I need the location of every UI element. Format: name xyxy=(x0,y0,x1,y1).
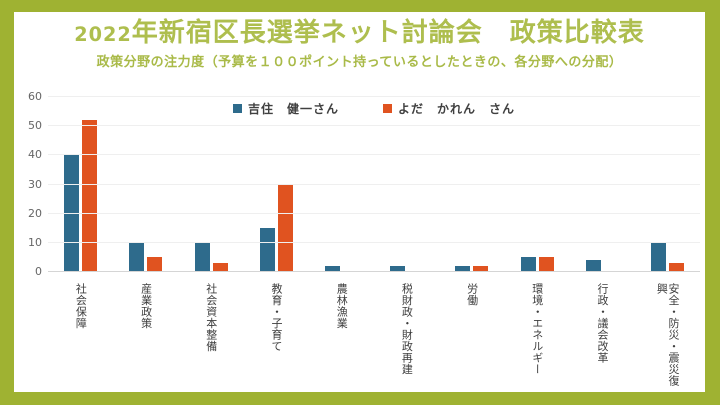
category-slot-9: 行政・議会改革 xyxy=(570,283,635,389)
bar-yoshizumi-5 xyxy=(324,266,340,272)
bar-yoda-3 xyxy=(212,263,228,272)
category-slot-7: 労働 xyxy=(439,283,504,389)
bar-group-4 xyxy=(244,184,309,272)
category-label-6: 税財政・財政再建 xyxy=(400,283,414,375)
y-tick-label-40: 40 xyxy=(28,148,42,162)
page-title: 2022年新宿区長選挙ネット討論会 政策比較表 xyxy=(14,18,705,49)
bar-yoshizumi-1 xyxy=(64,155,80,272)
category-labels: 社会保障 産業政策 社会資本整備 教育・子育て 農林漁業 税財政・財政再建 労働 環境・エネル… xyxy=(48,283,700,389)
bar-yoda-10 xyxy=(668,263,684,272)
bar-yoshizumi-7 xyxy=(455,266,471,272)
gridline-30 xyxy=(48,183,700,185)
category-slot-5: 農林漁業 xyxy=(309,283,374,389)
bar-group-3 xyxy=(178,242,243,272)
category-slot-1: 社会保障 xyxy=(48,283,113,389)
plot-area: 吉住 健一さん よだ かれん さん 0 10 20 30 40 50 60 xyxy=(28,91,700,277)
bar-group-10 xyxy=(635,242,700,272)
gridline-50 xyxy=(48,125,700,127)
bar-group-1 xyxy=(48,120,113,272)
bar-yoshizumi-6 xyxy=(390,266,406,272)
legend-item-yoshizumi: 吉住 健一さん xyxy=(232,100,339,117)
bar-yoshizumi-8 xyxy=(520,257,536,272)
page-subtitle: 政策分野の注力度（予算を１００ポイント持っているとしたときの、各分野への分配） xyxy=(96,54,623,70)
category-slot-8: 環境・エネルギー xyxy=(504,283,569,389)
y-tick-label-10: 10 xyxy=(28,235,42,249)
title-year: 2022 xyxy=(74,23,132,46)
category-label-9: 行政・議会改革 xyxy=(596,283,609,364)
category-label-7: 労働 xyxy=(465,283,479,306)
bar-group-8 xyxy=(504,257,569,272)
bar-yoshizumi-10 xyxy=(650,242,666,272)
bar-yoda-1 xyxy=(82,120,98,272)
category-label-5: 農林漁業 xyxy=(335,283,349,329)
bar-group-2 xyxy=(113,242,178,272)
bar-group-5 xyxy=(309,266,374,272)
gridline-10 xyxy=(48,241,700,243)
gridline-40 xyxy=(48,154,700,156)
bar-yoda-8 xyxy=(538,257,554,272)
bar-groups xyxy=(48,97,700,272)
bar-group-7 xyxy=(439,266,504,272)
category-label-10: 安全・防災・震災復興 xyxy=(655,283,680,387)
y-tick-label-30: 30 xyxy=(28,177,42,191)
category-label-2: 産業政策 xyxy=(139,283,153,329)
category-label-3: 社会資本整備 xyxy=(204,283,218,352)
bar-yoshizumi-9 xyxy=(585,260,601,272)
bar-yoshizumi-3 xyxy=(194,242,210,272)
bar-yoshizumi-2 xyxy=(129,242,145,272)
legend-swatch-blue-icon xyxy=(232,104,242,113)
legend-swatch-orange-icon xyxy=(383,104,392,113)
category-label-8: 環境・エネルギー xyxy=(530,283,544,375)
bar-yoda-4 xyxy=(277,184,293,272)
legend-item-yoda: よだ かれん さん xyxy=(383,100,515,117)
category-label-1: 社会保障 xyxy=(74,283,88,329)
gridline-60 xyxy=(48,96,700,97)
legend-label-yoda: よだ かれん さん xyxy=(398,102,516,116)
bar-yoshizumi-4 xyxy=(259,228,275,272)
gridline-20 xyxy=(48,212,700,214)
chart-card: 2022年新宿区長選挙ネット討論会 政策比較表 政策分野の注力度（予算を１００ポ… xyxy=(14,12,705,392)
chart-legend: 吉住 健一さん よだ かれん さん xyxy=(48,100,700,117)
y-tick-label-60: 60 xyxy=(28,90,42,103)
bar-yoda-2 xyxy=(147,257,163,272)
title-text: 年新宿区長選挙ネット討論会 政策比較表 xyxy=(131,18,645,48)
bar-group-6 xyxy=(374,266,439,272)
x-axis-line xyxy=(48,271,700,272)
y-tick-label-0: 0 xyxy=(35,265,42,278)
category-slot-2: 産業政策 xyxy=(113,283,178,389)
y-tick-label-20: 20 xyxy=(28,206,42,220)
y-tick-label-50: 50 xyxy=(28,119,42,133)
category-slot-4: 教育・子育て xyxy=(244,283,309,389)
bar-group-9 xyxy=(570,260,635,272)
category-slot-3: 社会資本整備 xyxy=(178,283,243,389)
bar-yoda-7 xyxy=(473,266,489,272)
category-slot-6: 税財政・財政再建 xyxy=(374,283,439,389)
category-slot-10: 安全・防災・震災復興 xyxy=(635,283,700,389)
category-label-4: 教育・子育て xyxy=(269,283,283,352)
legend-label-yoshizumi: 吉住 健一さん xyxy=(247,102,339,116)
